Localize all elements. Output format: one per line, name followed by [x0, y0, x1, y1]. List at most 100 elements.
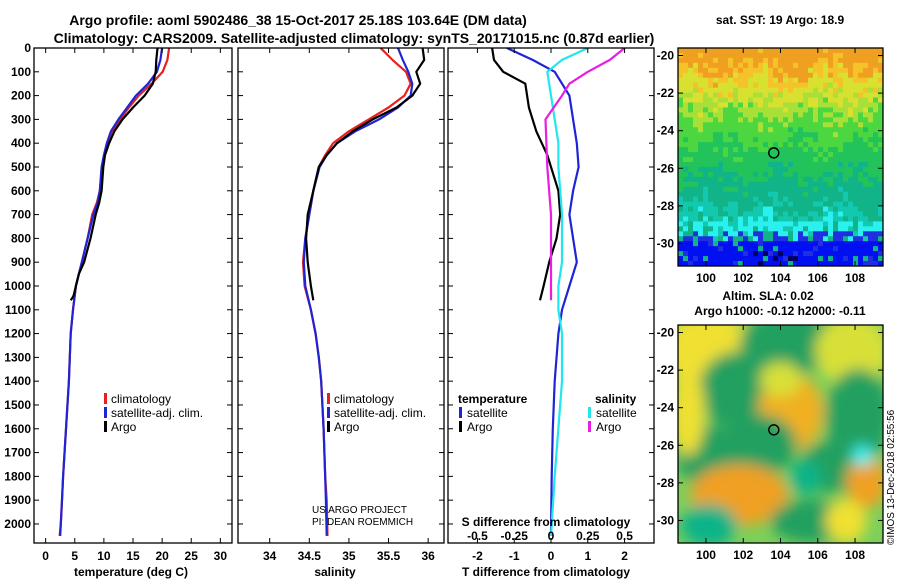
map-x-tick-label: 102 [733, 271, 753, 285]
legend-label-climatology: climatology [334, 392, 394, 406]
y-tick-label: 1100 [5, 303, 31, 317]
map-x-tick-label: 100 [696, 548, 716, 562]
x-tick-label: 20 [155, 549, 169, 563]
legend-swatch-t-argo [459, 421, 462, 432]
y-tick-label: 1800 [4, 469, 31, 483]
y-tick-label: 1700 [4, 446, 31, 460]
x2-tick-label: 0 [548, 529, 555, 543]
temperature-panel: 0 5 10 15 20 25 30 0 100 200 300 400 500 600 700 800 90… [4, 41, 233, 579]
map-x-tick-label: 108 [845, 271, 865, 285]
x-tick-label: 0 [42, 549, 49, 563]
x2-tick-label: -0.25 [501, 529, 529, 543]
x-tick-label: -1 [509, 549, 520, 563]
credit-line-1: US ARGO PROJECT [312, 505, 407, 516]
legend-label-t-satellite: satellite [467, 406, 508, 420]
y-tick-label: 700 [11, 208, 31, 222]
temperature-xlabel: temperature (deg C) [74, 565, 188, 579]
y-tick-label: 1600 [4, 422, 31, 436]
y-tick-label: 1300 [4, 350, 31, 364]
x-tick-label: 30 [214, 549, 228, 563]
x2-tick-label: 0.25 [576, 529, 600, 543]
x-tick-label: 35.5 [377, 549, 401, 563]
map-y-tick-label: -24 [657, 124, 675, 138]
map-y-tick-label: -30 [657, 513, 675, 527]
sst-map: sat. SST: 19 Argo: 18.9 100 102 104 106 108 … [657, 13, 884, 285]
y-tick-label: 800 [11, 231, 31, 245]
series-line-satellite [506, 48, 580, 536]
salinity-legend: climatology satellite-adj. clim. Argo [327, 392, 426, 434]
legend-label-climatology: climatology [111, 392, 171, 406]
legend-swatch-argo [104, 421, 107, 432]
map-x-tick-label: 104 [770, 271, 790, 285]
series-line-satellite [302, 48, 414, 536]
map-x-tick-label: 106 [808, 271, 828, 285]
map-x-tick-label: 106 [808, 548, 828, 562]
legend-title-salinity: salinity [595, 392, 637, 406]
title-line-1: Argo profile: aoml 5902486_38 15-Oct-201… [69, 12, 527, 28]
copyright-stamp: ©IMOS 13-Dec-2018 02:55:56 [886, 409, 897, 545]
difference-legend: temperature satellite Argo salinity sate… [458, 392, 637, 434]
series-line-argo [69, 48, 159, 301]
map-y-tick-label: -20 [657, 49, 675, 63]
legend-swatch-climatology [104, 393, 107, 404]
series-line-argo-salinity [544, 48, 626, 301]
y-tick-label: 300 [11, 112, 31, 126]
y-tick-label: 600 [11, 184, 31, 198]
difference-xlabel-2: S difference from climatology [462, 515, 631, 529]
legend-label-t-argo: Argo [467, 420, 493, 434]
map-x-tick-label: 100 [696, 271, 716, 285]
salinity-frame [237, 47, 445, 544]
x2-tick-label: -0.5 [467, 529, 488, 543]
sla-map: Altim. SLA: 0.02 Argo h1000: -0.12 h2000… [657, 289, 884, 562]
x-tick-label: 0 [548, 549, 555, 563]
difference-xlabel: T difference from climatology [462, 565, 630, 579]
x2-tick-label: 0.5 [616, 529, 633, 543]
legend-swatch-satellite [327, 407, 330, 418]
y-tick-label: 1400 [4, 374, 31, 388]
legend-label-argo: Argo [111, 420, 137, 434]
map-x-tick-label: 108 [845, 548, 865, 562]
x-tick-label: 34 [263, 549, 277, 563]
map-y-tick-label: -22 [657, 86, 675, 100]
map-x-tick-label: 104 [770, 548, 790, 562]
temperature-legend: climatology satellite-adj. clim. Argo [104, 392, 203, 434]
map-y-tick-label: -26 [657, 438, 675, 452]
legend-label-satellite: satellite-adj. clim. [111, 406, 203, 420]
map-y-tick-label: -22 [657, 363, 675, 377]
salinity-panel: 34 34.5 35 35.5 36 salinity climatology sate… [237, 47, 445, 579]
x-tick-label: 10 [97, 549, 111, 563]
credit-line-2: PI: DEAN ROEMMICH [312, 517, 413, 528]
series-line-satellite-salinity [546, 48, 589, 536]
x-tick-label: 34.5 [298, 549, 322, 563]
y-tick-label: 200 [11, 89, 31, 103]
y-tick-label: 400 [11, 136, 31, 150]
legend-swatch-t-satellite [459, 407, 462, 418]
x-tick-label: 35 [342, 549, 356, 563]
map-y-tick-label: -30 [657, 236, 675, 250]
legend-label-s-argo: Argo [596, 420, 622, 434]
y-tick-label: 1500 [4, 398, 31, 412]
x-tick-label: 5 [71, 549, 78, 563]
series-line-satellite [59, 48, 164, 536]
x-tick-label: -2 [472, 549, 483, 563]
legend-label-s-satellite: satellite [596, 406, 637, 420]
series-line-climatology [301, 48, 412, 536]
y-tick-label: 1900 [4, 493, 31, 507]
legend-label-argo: Argo [334, 420, 360, 434]
sla-map-title-1: Altim. SLA: 0.02 [722, 289, 814, 303]
legend-swatch-s-argo [588, 421, 591, 432]
sla-map-image [678, 325, 883, 543]
sst-map-title: sat. SST: 19 Argo: 18.9 [716, 13, 845, 27]
x-tick-label: 25 [185, 549, 199, 563]
sla-profile-marker [768, 424, 780, 436]
difference-panel: -2 -1 0 1 2 -0.5 -0.25 0 0.25 0.5 T difference f… [447, 47, 655, 579]
map-y-tick-label: -28 [657, 199, 675, 213]
x-tick-label: 1 [584, 549, 591, 563]
sst-profile-marker [768, 147, 780, 159]
y-tick-label: 100 [11, 65, 31, 79]
x-tick-label: 2 [621, 549, 628, 563]
map-y-tick-label: -20 [657, 326, 675, 340]
salinity-xlabel: salinity [314, 565, 356, 579]
y-tick-label: 1000 [4, 279, 31, 293]
